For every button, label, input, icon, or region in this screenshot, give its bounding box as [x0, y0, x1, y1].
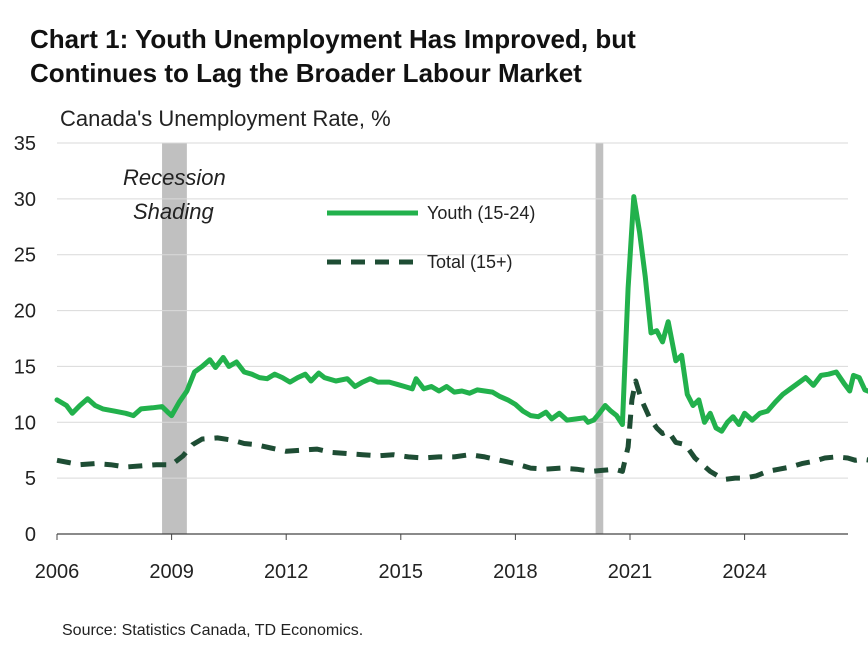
chart-title-line-2: Continues to Lag the Broader Labour Mark…	[30, 58, 582, 88]
axis-layer: 0 5 10 15 20 25 30 35 2006 2009 2012 2015 2018 2021 20…	[14, 133, 848, 583]
recession-bar-0	[162, 143, 187, 534]
legend-label: Total (15+)	[427, 252, 513, 272]
x-tick-label: 2009	[149, 561, 194, 583]
x-tick-label: 2015	[379, 561, 424, 583]
recession-bar-1	[595, 143, 604, 534]
recession-shading-layer	[162, 143, 604, 534]
x-tick-label: 2012	[264, 561, 309, 583]
x-tick-label: 2018	[493, 561, 538, 583]
source-note: Source: Statistics Canada, TD Economics.	[62, 622, 364, 639]
y-tick-label: 25	[14, 245, 36, 267]
series-line-total-15	[56, 378, 868, 482]
annotation-line: Shading	[133, 199, 215, 224]
y-tick-label: 35	[14, 133, 36, 155]
x-tick-label: 2021	[608, 561, 653, 583]
y-tick-label: 20	[14, 301, 36, 323]
chart-title-line-1: Chart 1: Youth Unemployment Has Improved…	[30, 24, 636, 54]
chart-title: Chart 1: Youth Unemployment Has Improved…	[30, 22, 850, 90]
y-tick-label: 10	[14, 412, 36, 434]
series-layer	[54, 194, 868, 482]
y-axis-label: Canada's Unemployment Rate, %	[60, 106, 391, 131]
x-tick-label: 2006	[35, 561, 80, 583]
x-tick-label: 2024	[722, 561, 767, 583]
series-line-youth-15-24	[54, 194, 868, 434]
recession-annotation: Recession Shading	[123, 165, 226, 224]
y-tick-label: 5	[25, 468, 36, 490]
annotation-line: Recession	[123, 165, 226, 190]
legend-label: Youth (15-24)	[427, 203, 535, 223]
y-tick-label: 15	[14, 356, 36, 378]
y-tick-label: 30	[14, 189, 36, 211]
legend: Youth (15-24) Total (15+)	[327, 203, 535, 272]
y-tick-label: 0	[25, 524, 36, 546]
